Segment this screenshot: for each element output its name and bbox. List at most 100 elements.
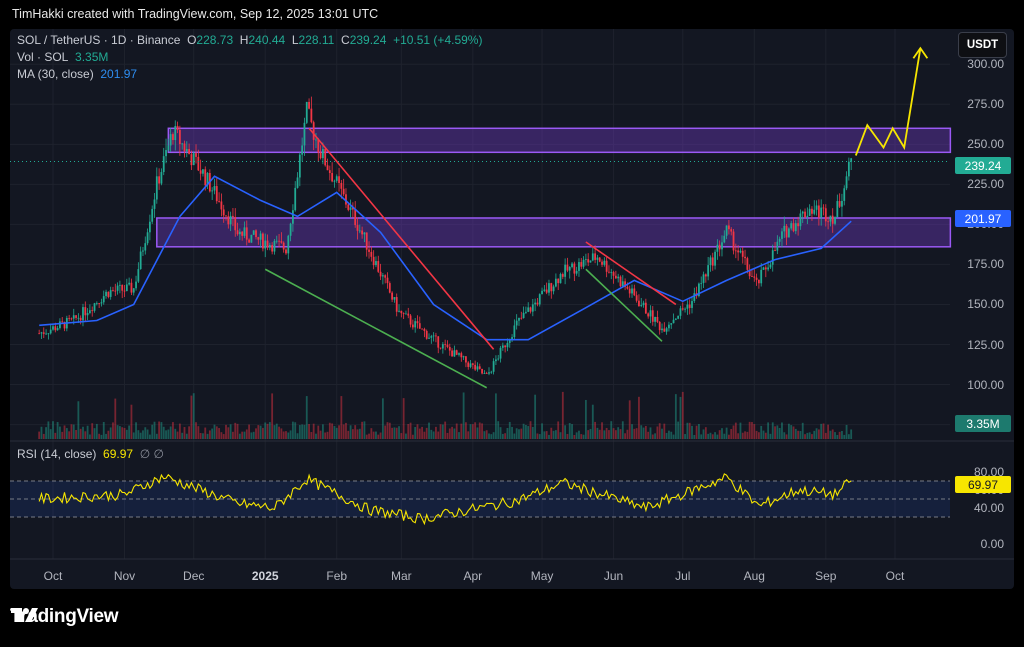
candle-body xyxy=(379,271,382,277)
volume-bar xyxy=(319,430,322,439)
price-tick-label: 150.00 xyxy=(967,297,1004,312)
volume-bar xyxy=(527,426,530,439)
volume-bar xyxy=(665,432,668,439)
volume-bar xyxy=(829,430,832,439)
volume-bar xyxy=(303,424,306,439)
candle-body xyxy=(709,257,712,266)
candle-body xyxy=(815,205,818,210)
volume-bar xyxy=(612,428,615,439)
volume-bar xyxy=(393,427,396,439)
currency-button[interactable]: USDT xyxy=(958,32,1007,58)
time-tick-label: May xyxy=(530,569,554,583)
volume-bar xyxy=(753,424,756,439)
volume-bar xyxy=(437,431,440,439)
candle-body xyxy=(245,227,248,240)
volume-bar xyxy=(691,425,693,439)
candle-body xyxy=(114,290,117,292)
candle-body xyxy=(199,170,202,174)
legend-rsi-icons[interactable]: ∅ ∅ xyxy=(139,447,164,461)
candle-body xyxy=(605,260,608,272)
volume-bar xyxy=(672,434,675,439)
volume-bar xyxy=(215,426,218,439)
volume-bar xyxy=(677,421,680,439)
candle-body xyxy=(282,242,285,250)
chart-panel[interactable]: SOL / TetherUS · 1D · Binance O228.73 H2… xyxy=(10,29,1014,589)
candle-body xyxy=(483,373,486,374)
volume-bar xyxy=(285,431,287,439)
volume-bar xyxy=(841,430,843,439)
volume-bar xyxy=(584,399,587,439)
candle-body xyxy=(255,230,257,238)
volume-bar xyxy=(548,434,550,439)
volume-bar xyxy=(425,427,428,439)
candle-body xyxy=(437,336,440,348)
candle-body xyxy=(829,215,832,222)
volume-bar xyxy=(220,432,223,439)
candle-body xyxy=(324,149,327,166)
volume-bar xyxy=(345,422,347,439)
volume-bar xyxy=(144,427,147,439)
volume-bar xyxy=(651,434,654,439)
legend-change: +10.51 (+4.59%) xyxy=(393,33,483,47)
candle-body xyxy=(838,201,841,207)
candle-body xyxy=(612,272,615,276)
volume-bar xyxy=(820,423,823,439)
candle-body xyxy=(460,353,463,358)
candle-body xyxy=(799,213,802,227)
volume-tag: 3.35M xyxy=(955,415,1011,432)
candle-body xyxy=(312,122,315,140)
candle-body xyxy=(711,257,714,266)
volume-bar xyxy=(709,432,712,439)
volume-bar xyxy=(444,421,447,439)
candle-body xyxy=(132,288,135,293)
close-price-tag: 239.24 xyxy=(955,157,1011,174)
candle-body xyxy=(345,194,347,205)
candle-body xyxy=(631,288,633,294)
candle-body xyxy=(160,172,163,184)
ma30-line xyxy=(39,175,852,341)
candle-body xyxy=(728,225,730,230)
candle-body xyxy=(215,186,218,202)
volume-bar xyxy=(252,431,255,439)
candle-body xyxy=(86,313,89,316)
candle-body xyxy=(335,176,338,181)
candle-body xyxy=(430,336,433,338)
volume-bar xyxy=(536,433,539,439)
volume-bar xyxy=(688,422,691,439)
candle-body xyxy=(753,276,756,278)
chart-canvas[interactable] xyxy=(10,29,1014,589)
volume-bar xyxy=(368,433,370,439)
candle-body xyxy=(220,201,223,210)
candle-body xyxy=(40,332,43,334)
volume-bar xyxy=(301,424,304,439)
volume-bar xyxy=(815,428,818,439)
candle-body xyxy=(827,221,830,223)
volume-bar xyxy=(167,429,170,439)
candle-body xyxy=(105,291,107,297)
candle-body xyxy=(571,263,573,267)
volume-bar xyxy=(181,432,184,439)
tradingview-logo[interactable]: TradingView xyxy=(10,606,119,628)
volume-bar xyxy=(515,428,518,439)
volume-bar xyxy=(358,428,361,439)
candle-body xyxy=(633,288,636,296)
price-tick-label: 100.00 xyxy=(967,377,1004,392)
time-tick-label: Oct xyxy=(885,569,905,583)
volume-bar xyxy=(169,426,172,439)
volume-bar xyxy=(275,423,278,439)
candle-body xyxy=(831,215,834,224)
candle-body xyxy=(721,242,723,250)
candle-body xyxy=(465,356,467,363)
candle-body xyxy=(38,333,41,335)
candle-body xyxy=(668,324,670,329)
candle-body xyxy=(42,332,45,334)
volume-bar xyxy=(566,433,569,439)
volume-bar xyxy=(621,421,624,439)
candle-body xyxy=(771,250,774,265)
volume-bar xyxy=(211,428,214,439)
candle-body xyxy=(601,261,603,265)
candle-body xyxy=(700,282,703,284)
volume-bar xyxy=(174,428,177,439)
legend-open: 228.73 xyxy=(196,33,234,47)
rsi-tick-label: 40.00 xyxy=(973,501,1004,515)
